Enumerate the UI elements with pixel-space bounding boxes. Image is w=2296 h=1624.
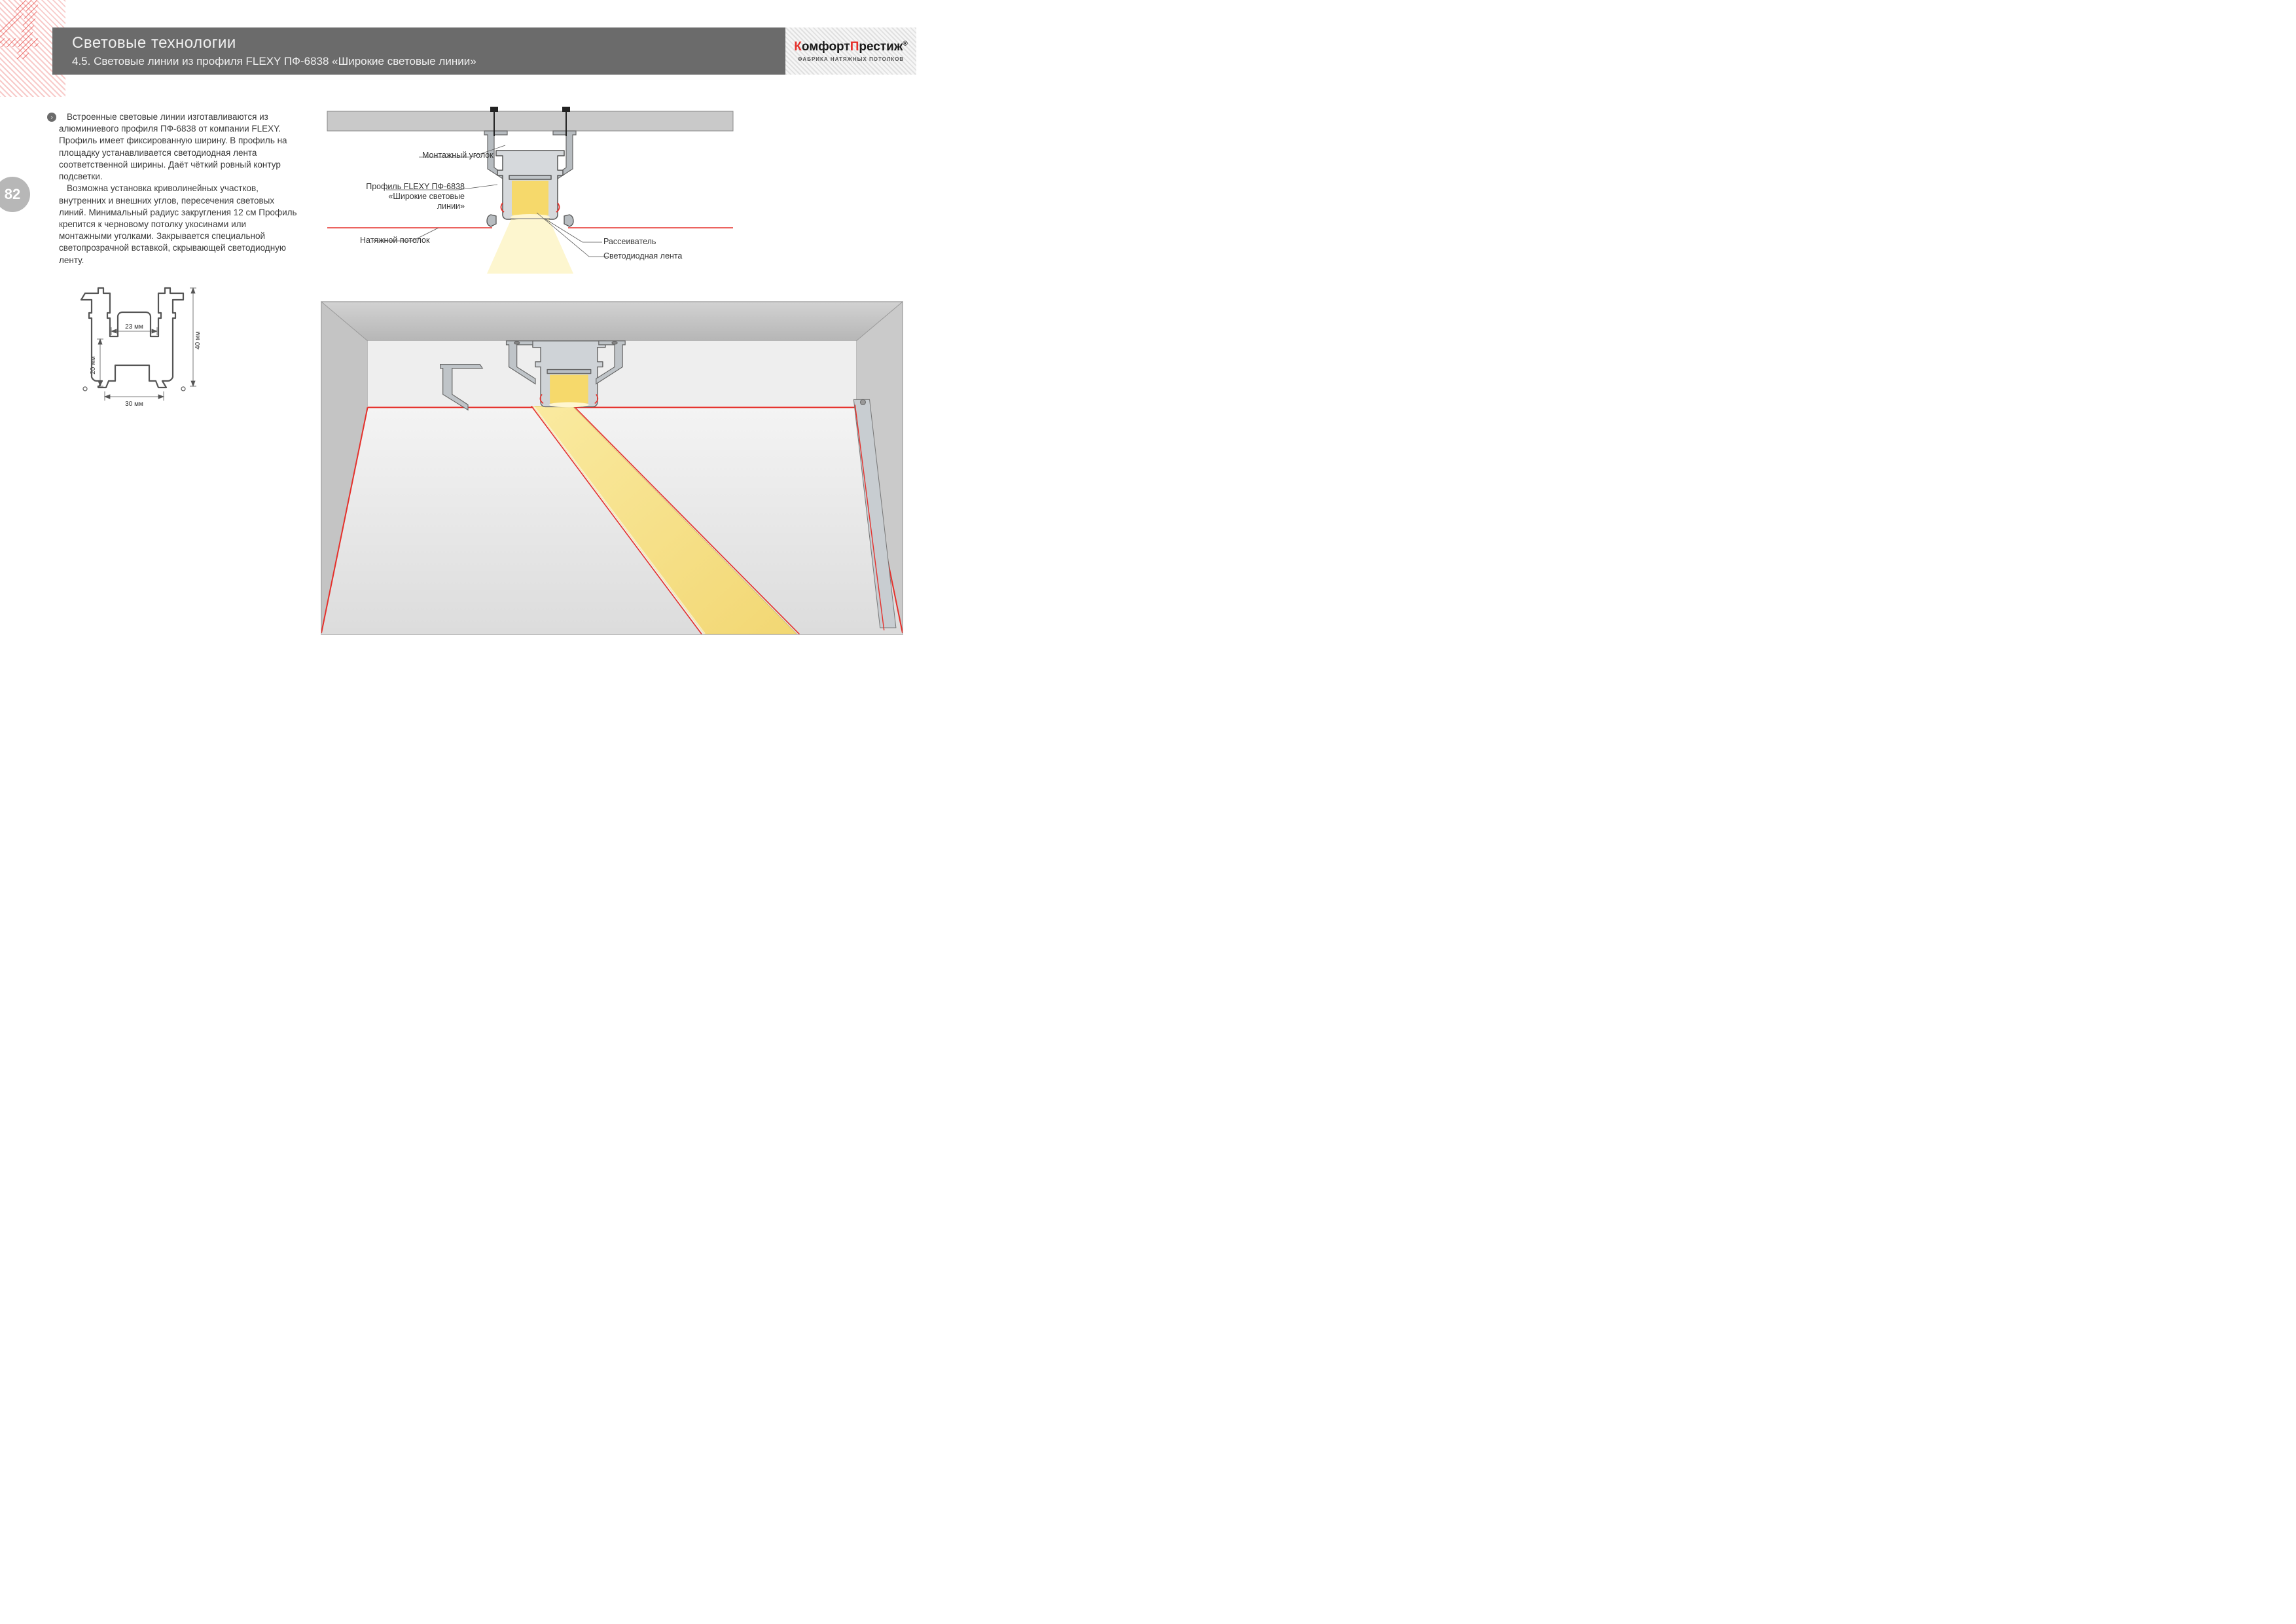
brand-tagline: ФАБРИКА НАТЯЖНЫХ ПОТОЛКОВ (798, 56, 904, 62)
label-diffuser: Рассеиватель (603, 237, 656, 247)
svg-text:30 мм: 30 мм (125, 401, 143, 408)
brand-name: КомфортПрестиж® (794, 40, 907, 54)
label-profile: Профиль FLEXY ПФ-6838 «Широкие световые … (360, 182, 465, 211)
perspective-render (321, 301, 903, 635)
label-led: Светодиодная лента (603, 251, 682, 261)
svg-text:4: 4 (0, 0, 41, 77)
header-title: Световые технологии (72, 34, 476, 52)
svg-text:23 мм: 23 мм (125, 323, 143, 331)
body-text: Встроенные световые линии изготавливаютс… (59, 111, 301, 266)
chevron-bullet-icon: › (47, 113, 56, 122)
paragraph-2: Возможна установка криволинейных участко… (59, 183, 301, 266)
profile-dimensions-diagram: 40 мм 20 мм 23 мм 30 мм (65, 275, 203, 412)
page-header: Световые технологии 4.5. Световые линии … (52, 27, 916, 75)
header-text: Световые технологии 4.5. Световые линии … (52, 34, 476, 68)
paragraph-1: Встроенные световые линии изготавливаютс… (59, 111, 301, 183)
svg-text:20 мм: 20 мм (90, 356, 97, 374)
svg-text:40 мм: 40 мм (194, 331, 202, 350)
header-subtitle: 4.5. Световые линии из профиля FLEXY ПФ-… (72, 55, 476, 68)
label-ceiling: Натяжной потолок (360, 236, 429, 245)
cross-section-diagram: Монтажный уголок Профиль FLEXY ПФ-6838 «… (321, 105, 740, 281)
label-mount-bracket: Монтажный уголок (422, 151, 493, 170)
brand-logo: КомфортПрестиж® ФАБРИКА НАТЯЖНЫХ ПОТОЛКО… (785, 27, 916, 75)
page-number: 82 (0, 177, 30, 212)
